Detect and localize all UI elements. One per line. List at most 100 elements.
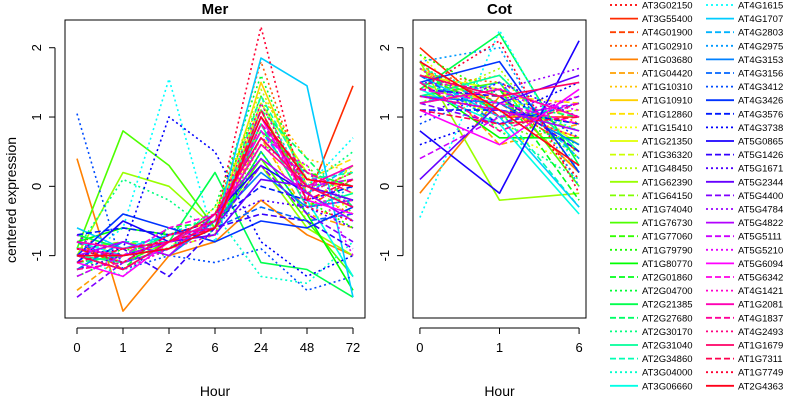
legend-item: AT4G1615: [706, 1, 783, 12]
legend-label: AT3G02150: [642, 1, 693, 12]
legend-item: AT5G1671: [706, 164, 783, 175]
series-line: [419, 39, 580, 194]
series-line: [77, 116, 354, 257]
series-line: [419, 88, 580, 153]
legend-label: AT5G1671: [738, 164, 783, 175]
legend-item: AT5G4822: [706, 218, 783, 229]
legend-item: AT1G03680: [610, 55, 693, 66]
legend-label: AT1G03680: [642, 55, 693, 66]
legend-item: AT1G62390: [610, 177, 693, 188]
legend-label: AT4G01900: [642, 28, 693, 39]
legend-item: AT4G1421: [706, 286, 783, 297]
panel-title: Cot: [487, 1, 512, 18]
legend-item: AT5G4784: [706, 205, 783, 216]
legend-item: AT4G2803: [706, 28, 783, 39]
legend-item: AT1G74040: [610, 205, 693, 216]
legend-label: AT4G2493: [738, 327, 783, 338]
legend-label: AT1G04420: [642, 69, 693, 80]
legend-item: AT1G77060: [610, 232, 693, 243]
legend-label: AT2G27680: [642, 313, 693, 324]
legend-label: AT5G4822: [738, 218, 783, 229]
legend-label: AT3G06660: [642, 381, 693, 392]
legend-label: AT2G01860: [642, 273, 693, 284]
series-line: [419, 74, 580, 97]
legend-label: AT4G3426: [738, 96, 783, 107]
legend-item: AT4G1707: [706, 14, 783, 25]
legend-item: AT2G21385: [610, 300, 693, 311]
legend-label: AT5G5210: [738, 245, 783, 256]
legend-label: AT1G2081: [738, 300, 783, 311]
legend-item: AT5G0865: [706, 137, 783, 148]
legend-label: AT5G4400: [738, 191, 783, 202]
legend-item: AT1G12860: [610, 109, 693, 120]
x-axis-label: Hour: [200, 383, 231, 399]
legend-item: AT5G4400: [706, 191, 783, 202]
legend-label: AT4G3576: [738, 109, 783, 120]
legend-label: AT1G76730: [642, 218, 693, 229]
legend-item: AT1G80770: [610, 259, 693, 270]
legend-label: AT1G02910: [642, 41, 693, 52]
legend-item: AT5G5210: [706, 245, 783, 256]
series-line: [419, 67, 580, 173]
legend-label: AT1G64150: [642, 191, 693, 202]
legend-item: AT1G2081: [706, 300, 783, 311]
legend-item: AT5G6342: [706, 273, 783, 284]
legend-item: AT4G3156: [706, 69, 783, 80]
legend-label: AT1G21350: [642, 137, 693, 148]
legend-item: AT3G02150: [610, 1, 693, 12]
series-line: [419, 67, 580, 118]
series-line: [76, 109, 354, 264]
legend-item: AT2G34860: [610, 354, 693, 365]
legend-item: AT1G10310: [610, 82, 693, 93]
legend-item: AT2G4363: [706, 381, 783, 392]
x-tick-label: 24: [254, 340, 268, 355]
legend-label: AT1G1679: [738, 341, 783, 352]
legend-label: AT1G48450: [642, 164, 693, 175]
legend-item: AT1G36320: [610, 150, 693, 161]
legend-item: AT1G64150: [610, 191, 693, 202]
plot-frame: [64, 19, 366, 319]
legend-item: AT4G2975: [706, 41, 783, 52]
panel-title: Mer: [202, 1, 229, 18]
legend-label: AT4G1837: [738, 313, 783, 324]
legend-item: AT2G01860: [610, 273, 693, 284]
y-tick-label: 1: [29, 113, 44, 120]
legend-item: AT3G06660: [610, 381, 693, 392]
legend-label: AT1G10910: [642, 96, 693, 107]
y-axis-label: centered expression: [3, 137, 19, 263]
legend-item: AT1G04420: [610, 69, 693, 80]
y-tick-label: 0: [377, 183, 392, 190]
legend-item: AT2G30170: [610, 327, 693, 338]
legend-label: AT1G80770: [642, 259, 693, 270]
legend-label: AT5G2344: [738, 177, 783, 188]
legend-label: AT1G36320: [642, 150, 693, 161]
legend-label: AT4G2975: [738, 41, 783, 52]
x-tick-label: 6: [575, 340, 582, 355]
legend-item: AT2G04700: [610, 286, 693, 297]
series-line: [76, 26, 354, 264]
legend-label: AT1G15410: [642, 123, 693, 134]
legend-item: AT4G3426: [706, 96, 783, 107]
legend-label: AT5G6342: [738, 273, 783, 284]
legend-label: AT1G10310: [642, 82, 693, 93]
legend-label: AT4G1707: [738, 14, 783, 25]
series-line: [419, 81, 580, 118]
legend-item: AT5G1426: [706, 150, 783, 161]
legend-item: AT3G55400: [610, 14, 693, 25]
series-line: [419, 61, 580, 201]
legend-label: AT1G77060: [642, 232, 693, 243]
series-line: [419, 74, 580, 208]
legend-label: AT4G3156: [738, 69, 783, 80]
y-tick-label: 1: [377, 113, 392, 120]
legend-label: AT1G7749: [738, 368, 783, 379]
legend-item: AT1G1679: [706, 341, 783, 352]
series-line: [419, 60, 580, 173]
legend-label: AT2G34860: [642, 354, 693, 365]
legend-item: AT3G04000: [610, 368, 693, 379]
legend-item: AT5G2344: [706, 177, 783, 188]
legend-item: AT1G10910: [610, 96, 693, 107]
legend-label: AT3G55400: [642, 14, 693, 25]
legend: AT3G02150 AT3G55400 AT4G01900 AT1G02910 AT1G…: [610, 1, 783, 392]
legend-item: AT2G27680: [610, 313, 693, 324]
legend-label: AT5G0865: [738, 137, 783, 148]
